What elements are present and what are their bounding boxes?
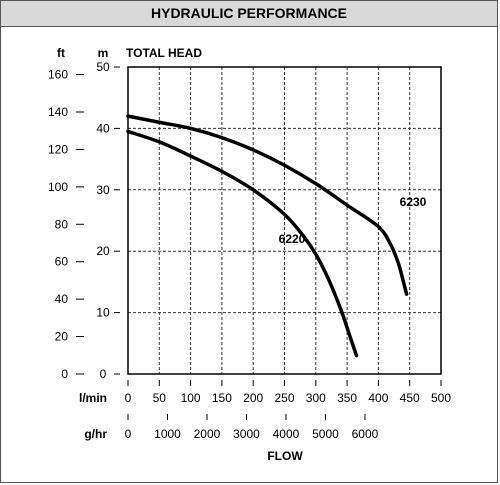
- x-tick-label-lmin: 500: [431, 391, 451, 405]
- x-tick-label-lmin: 100: [181, 391, 201, 405]
- y-tick-label-m: 10: [96, 306, 110, 320]
- x-tick-label-lmin: 250: [274, 391, 294, 405]
- y-tick-label-m: 0: [100, 367, 107, 381]
- x-unit-ghr: g/hr: [84, 427, 107, 441]
- y-tick-label-ft: 120: [48, 142, 68, 156]
- y-unit-m: m: [98, 46, 109, 60]
- series-line-6230: [126, 114, 409, 296]
- y-tick-label-ft: 80: [55, 217, 69, 231]
- chart-title: TOTAL HEAD: [126, 46, 202, 60]
- y-tick-label-m: 40: [96, 121, 110, 135]
- x-tick-label-lmin: 200: [243, 391, 263, 405]
- x-tick-label-ghr: 4000: [273, 427, 300, 441]
- y-tick-label-m: 30: [96, 183, 110, 197]
- chart-header: HYDRAULIC PERFORMANCE: [1, 1, 497, 27]
- curves: 6230 6220: [126, 114, 427, 358]
- x-tick-label-lmin: 50: [153, 391, 167, 405]
- y-tick-label-ft: 40: [55, 292, 69, 306]
- y-tick-label-ft: 0: [61, 367, 68, 381]
- x-tick-label-lmin: 300: [306, 391, 326, 405]
- x-unit-lmin: l/min: [79, 391, 107, 405]
- x-tick-label-lmin: 0: [125, 391, 132, 405]
- y-tick-label-m: 20: [96, 244, 110, 258]
- y-unit-ft: ft: [57, 46, 65, 60]
- y-tick-label-ft: 160: [48, 68, 68, 82]
- series-label-6220: 6220: [279, 232, 306, 246]
- y-tick-label-m: 50: [96, 60, 110, 74]
- ticks: 0 50 100 150 200 250 300 350 400 450 5000102030405…: [48, 60, 451, 441]
- y-tick-label-ft: 100: [48, 180, 68, 194]
- x-tick-label-ghr: 1000: [154, 427, 181, 441]
- x-tick-label-ghr: 6000: [352, 427, 379, 441]
- y-tick-label-ft: 140: [48, 105, 68, 119]
- x-tick-label-ghr: 3000: [233, 427, 260, 441]
- series-line-6220: [126, 129, 359, 358]
- x-axis-label: FLOW: [267, 449, 303, 463]
- labels: TOTAL HEAD ft m l/min g/hr FLOW: [57, 46, 303, 463]
- y-tick-label-ft: 60: [55, 255, 69, 269]
- grid: [128, 67, 441, 374]
- x-tick-label-lmin: 400: [368, 391, 388, 405]
- x-tick-label-lmin: 450: [400, 391, 420, 405]
- x-tick-label-ghr: 0: [125, 427, 132, 441]
- x-tick-label-lmin: 350: [337, 391, 357, 405]
- plot-border: [127, 66, 442, 375]
- y-tick-label-ft: 20: [55, 330, 69, 344]
- x-tick-label-lmin: 150: [212, 391, 232, 405]
- x-tick-label-ghr: 2000: [194, 427, 221, 441]
- x-tick-label-ghr: 5000: [312, 427, 339, 441]
- series-label-6230: 6230: [400, 195, 427, 209]
